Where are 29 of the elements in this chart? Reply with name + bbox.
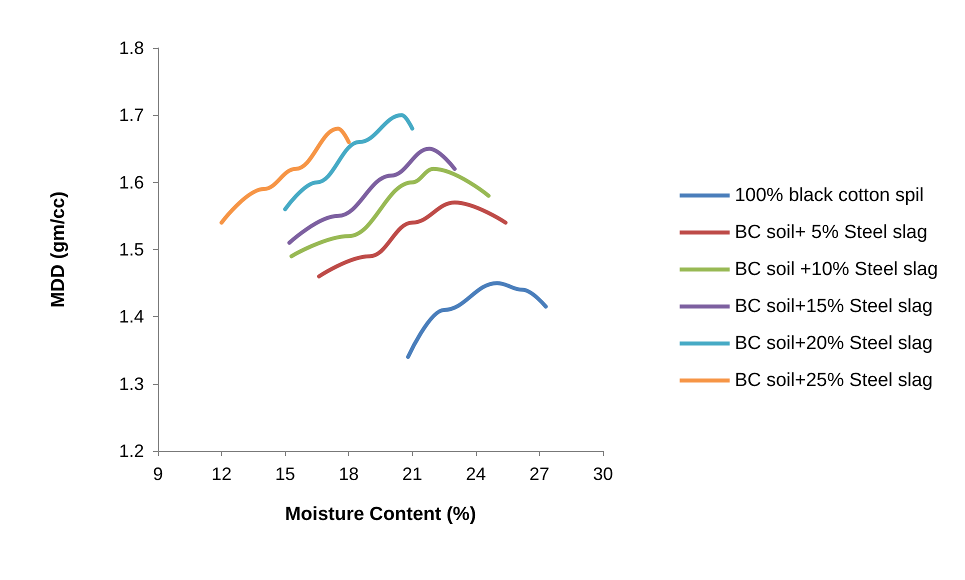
legend-label: BC soil +10% Steel slag: [734, 259, 938, 280]
x-tick-label: 21: [402, 464, 422, 484]
line-series: [317, 200, 508, 278]
y-tick-label: 1.7: [118, 105, 144, 126]
line-series: [287, 146, 457, 245]
line-series: [283, 113, 414, 212]
x-axis-title: Moisture Content (%): [284, 504, 476, 525]
y-tick-label: 1.4: [118, 306, 144, 327]
x-tick-label: 24: [466, 464, 486, 484]
y-tick-label: 1.8: [118, 38, 144, 58]
y-tick-label: 1.5: [118, 240, 144, 260]
x-tick-label: 12: [212, 464, 232, 484]
legend-label: BC soil+15% Steel slag: [734, 296, 933, 317]
legend-label: BC soil+ 5% Steel slag: [734, 222, 928, 243]
line-series: [406, 281, 548, 359]
y-tick-label: 1.6: [118, 172, 144, 192]
y-tick-label: 1.2: [118, 441, 144, 461]
x-tick-label: 30: [592, 464, 614, 484]
y-tick-label: 1.3: [118, 374, 144, 394]
x-tick-label: 9: [152, 464, 164, 484]
legend-label: BC soil+25% Steel slag: [734, 370, 933, 391]
y-axis-title: MDD (gm/cc): [48, 191, 69, 308]
x-tick-label: 15: [275, 464, 296, 484]
x-tick-label: 18: [338, 464, 359, 484]
legend-label: BC soil+20% Steel slag: [734, 333, 933, 354]
line-series: [220, 126, 351, 225]
x-tick-label: 27: [529, 464, 550, 484]
legend-label: 100% black cotton spil: [734, 185, 924, 206]
line-series: [290, 166, 491, 258]
